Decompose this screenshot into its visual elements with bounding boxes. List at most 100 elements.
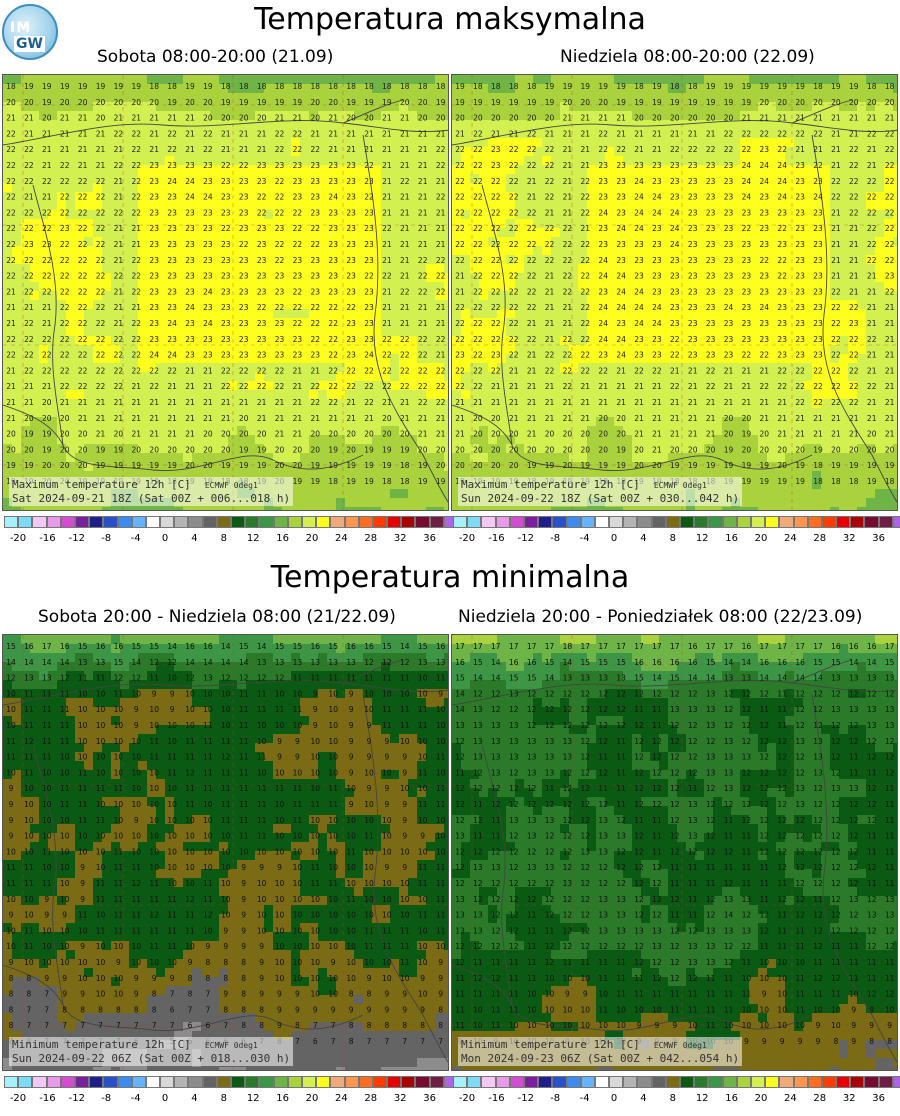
legend-tick-label: 24: [335, 1093, 348, 1104]
svg-text:22: 22: [6, 224, 16, 233]
legend-swatch: [566, 1076, 581, 1088]
svg-text:18: 18: [6, 82, 16, 91]
border-line: [342, 659, 404, 684]
svg-text:20: 20: [60, 445, 70, 454]
svg-text:23: 23: [346, 224, 356, 233]
svg-text:21: 21: [400, 114, 410, 123]
svg-text:22: 22: [382, 272, 392, 281]
temperature-field: [452, 75, 897, 510]
legend-swatch: [358, 516, 373, 528]
svg-text:20: 20: [239, 114, 249, 123]
svg-text:23: 23: [221, 351, 231, 360]
temperature-field: [3, 75, 448, 510]
legend-swatch: [160, 516, 175, 528]
svg-text:21: 21: [239, 145, 249, 154]
svg-text:22: 22: [24, 161, 34, 170]
svg-text:21: 21: [185, 129, 195, 138]
svg-text:21: 21: [132, 224, 142, 233]
svg-text:22: 22: [328, 335, 338, 344]
legend-swatch: [387, 516, 402, 528]
svg-text:22: 22: [6, 256, 16, 265]
svg-text:22: 22: [293, 208, 303, 217]
svg-text:20: 20: [400, 430, 410, 439]
svg-text:20: 20: [311, 114, 321, 123]
svg-text:20: 20: [78, 445, 88, 454]
svg-text:22: 22: [203, 129, 213, 138]
legend-swatch: [18, 516, 33, 528]
caption-line1: Maximum temperature 12h [C]: [12, 478, 191, 491]
legend-swatch: [637, 516, 652, 528]
svg-text:20: 20: [60, 430, 70, 439]
svg-text:21: 21: [400, 319, 410, 328]
svg-text:19: 19: [257, 445, 267, 454]
svg-text:21: 21: [78, 161, 88, 170]
legend-swatch: [495, 516, 510, 528]
svg-text:22: 22: [436, 161, 446, 170]
svg-text:22: 22: [60, 351, 70, 360]
svg-text:21: 21: [436, 430, 446, 439]
legend-swatch: [623, 1076, 638, 1088]
svg-text:23: 23: [257, 319, 267, 328]
svg-text:21: 21: [114, 193, 124, 202]
legend-swatch: [552, 1076, 567, 1088]
svg-text:23: 23: [311, 193, 321, 202]
color-legend: -20 -16 -12 -8 -4 0 4 8 12 16 20 24 28 32 36: [2, 516, 458, 548]
svg-text:22: 22: [6, 272, 16, 281]
svg-text:24: 24: [364, 351, 374, 360]
svg-text:23: 23: [203, 335, 213, 344]
legend-tick-label: 4: [191, 1093, 198, 1104]
svg-text:19: 19: [132, 82, 142, 91]
svg-text:20: 20: [24, 414, 34, 423]
svg-text:24: 24: [149, 351, 159, 360]
svg-text:22: 22: [96, 319, 106, 328]
svg-text:22: 22: [275, 240, 285, 249]
svg-text:22: 22: [293, 319, 303, 328]
legend-swatch: [372, 516, 388, 528]
svg-text:22: 22: [78, 335, 88, 344]
legend-swatch: [850, 1076, 865, 1088]
svg-text:21: 21: [96, 145, 106, 154]
svg-text:21: 21: [42, 319, 52, 328]
svg-text:20: 20: [221, 445, 231, 454]
svg-text:23: 23: [346, 319, 356, 328]
legend-tick-label: 24: [335, 533, 348, 544]
svg-text:22: 22: [132, 161, 142, 170]
svg-text:21: 21: [382, 193, 392, 202]
legend-swatch: [74, 516, 90, 528]
svg-text:22: 22: [257, 208, 267, 217]
svg-text:19: 19: [24, 82, 34, 91]
svg-text:22: 22: [221, 382, 231, 391]
border-line: [452, 680, 897, 706]
svg-text:19: 19: [382, 445, 392, 454]
map-caption: Maximum temperature 12h [C] ECMWF 0deg1 S…: [458, 477, 743, 506]
svg-text:19: 19: [436, 98, 446, 107]
svg-text:23: 23: [346, 193, 356, 202]
legend-tick-label: 36: [872, 1093, 885, 1104]
max-section-title: Temperatura maksymalna: [254, 2, 646, 37]
legend-swatch: [103, 516, 118, 528]
svg-text:23: 23: [364, 335, 374, 344]
svg-text:21: 21: [42, 129, 52, 138]
svg-text:23: 23: [293, 177, 303, 186]
svg-text:22: 22: [96, 177, 106, 186]
legend-swatch: [765, 516, 780, 528]
svg-text:19: 19: [364, 461, 374, 470]
legend-tick-label: 16: [276, 1093, 289, 1104]
svg-text:19: 19: [382, 98, 392, 107]
legend-swatch: [665, 1076, 680, 1088]
svg-text:23: 23: [346, 335, 356, 344]
legend-tick-label: 32: [842, 1093, 856, 1104]
svg-text:21: 21: [418, 430, 428, 439]
svg-text:21: 21: [418, 208, 428, 217]
svg-text:22: 22: [418, 256, 428, 265]
svg-text:22: 22: [346, 382, 356, 391]
svg-text:20: 20: [185, 445, 195, 454]
svg-text:22: 22: [132, 177, 142, 186]
svg-text:23: 23: [239, 335, 249, 344]
svg-text:21: 21: [203, 414, 213, 423]
svg-text:22: 22: [24, 351, 34, 360]
legend-tick-label: 36: [423, 533, 436, 544]
svg-text:19: 19: [149, 461, 159, 470]
svg-text:21: 21: [293, 430, 303, 439]
legend-swatch: [259, 516, 274, 528]
